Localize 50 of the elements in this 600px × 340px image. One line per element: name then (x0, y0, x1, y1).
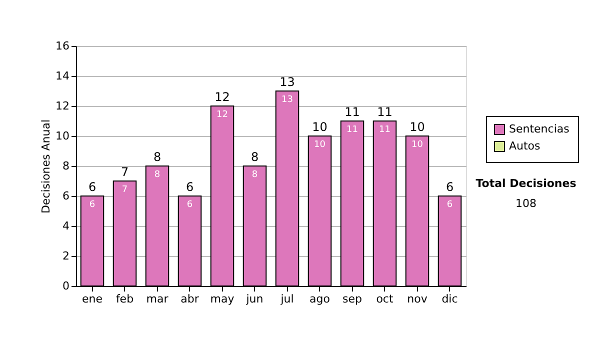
total-label: 8 (153, 150, 162, 164)
y-tick-label: 14 (56, 70, 70, 82)
x-tick-label: feb (116, 292, 134, 306)
y-tick-label: 12 (56, 100, 70, 112)
data-label: 6 (446, 200, 453, 210)
total-label: 6 (186, 180, 194, 194)
y-tick-label: 4 (62, 220, 70, 232)
total-label: 6 (446, 180, 454, 194)
x-tick-label: may (210, 292, 235, 306)
data-label: 8 (154, 170, 160, 180)
legend-label: Autos (509, 140, 541, 152)
x-tick-label: jul (280, 292, 294, 306)
total-label: 11 (377, 105, 392, 119)
y-axis-title: Decisiones Anual (40, 119, 53, 214)
y-tick-label: 8 (62, 160, 70, 172)
data-label: 6 (89, 200, 96, 210)
data-label: 6 (186, 200, 193, 210)
total-label: 13 (280, 75, 295, 89)
x-tick-label: dic (442, 292, 458, 306)
y-tick-label: 0 (62, 280, 70, 292)
y-tick-label: 2 (62, 250, 70, 262)
x-tick-label: mar (146, 292, 169, 306)
x-tick-label: sep (342, 292, 362, 306)
data-label: 8 (252, 170, 258, 180)
x-tick-label: ago (310, 292, 330, 306)
data-label: 13 (282, 95, 293, 105)
data-label: 7 (122, 185, 128, 195)
total-label: 12 (214, 90, 230, 104)
total-label: 7 (120, 165, 129, 179)
data-label: 11 (346, 125, 358, 135)
x-tick-label: jun (245, 292, 264, 306)
data-label: 11 (379, 125, 390, 135)
total-label: 11 (344, 105, 360, 119)
total-label: 10 (312, 120, 328, 134)
total-label: 6 (88, 180, 96, 194)
total-label: 8 (250, 150, 259, 164)
total-label: 10 (410, 120, 425, 134)
legend-label: Sentencias (509, 122, 570, 136)
data-label: 10 (412, 140, 424, 150)
x-tick-label: abr (180, 292, 200, 306)
y-tick-label: 10 (56, 130, 70, 142)
y-tick-label: 6 (62, 190, 70, 202)
text: Total Decisiones (476, 177, 577, 190)
y-tick-label: 16 (56, 40, 70, 52)
x-tick-label: ene (82, 292, 103, 306)
data-label: 12 (216, 110, 228, 120)
data-label: 10 (314, 140, 326, 150)
text: 108 (516, 197, 536, 210)
x-tick-label: oct (376, 292, 394, 306)
x-tick-label: nov (407, 292, 428, 306)
